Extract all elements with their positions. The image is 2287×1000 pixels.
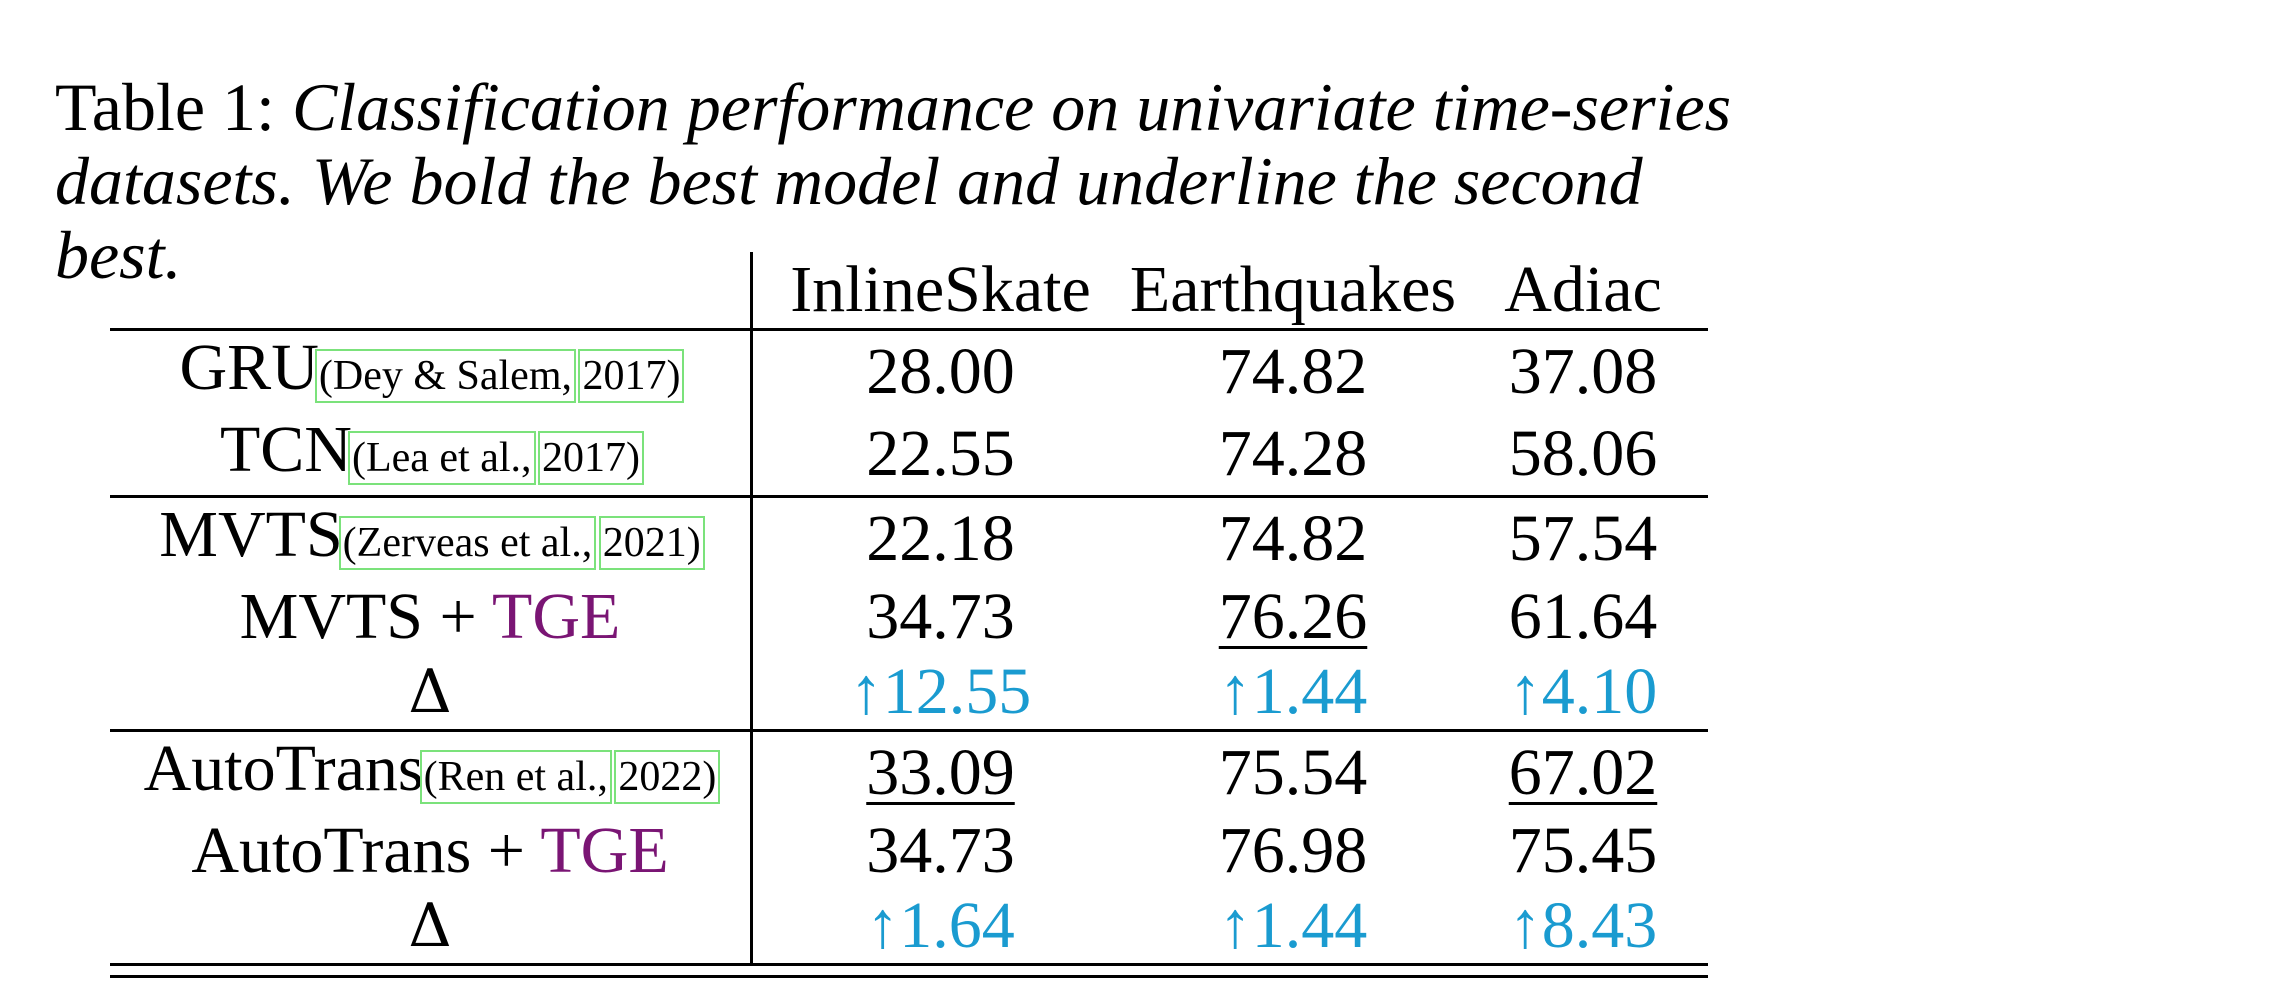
- table-row: AutoTrans(Ren et al., 2022) 33.09 75.54 …: [110, 729, 1708, 814]
- value-cell: 33.09: [751, 729, 1128, 814]
- model-name-cell: MVTS(Zerveas et al., 2021): [110, 495, 753, 580]
- delta-value-cell: ↑1.44: [1218, 654, 1368, 728]
- model-name: GRU: [179, 331, 319, 404]
- model-name-cell: TCN(Lea et al., 2017): [110, 413, 753, 497]
- model-name-cell: Δ: [110, 888, 753, 966]
- value-cell: 28.00: [751, 328, 1128, 413]
- table-caption: Table 1: Classification performance on u…: [55, 70, 1775, 292]
- model-name-cell: Δ: [110, 654, 753, 731]
- value-cell: 22.18: [751, 495, 1128, 580]
- table-bottom-rule: [110, 975, 1708, 978]
- delta-value-cell: ↑4.10: [1508, 654, 1658, 728]
- table-row: AutoTrans + TGE 34.73 76.98 75.45: [110, 814, 1708, 888]
- citation-authors-link[interactable]: (Zerveas et al.,: [338, 516, 597, 570]
- value-second-best: 76.26: [1218, 580, 1368, 653]
- value-cell-best: 34.73: [866, 580, 1015, 653]
- table-row: TCN(Lea et al., 2017) 22.55 74.28 58.06: [110, 413, 1708, 497]
- delta-symbol: Δ: [408, 891, 452, 961]
- tge-label: TGE: [492, 580, 621, 653]
- model-name: TCN: [219, 413, 352, 486]
- value-cell-best: 76.98: [1218, 814, 1368, 887]
- value-cell: 74.82: [1128, 495, 1458, 580]
- value-cell: 74.82: [1128, 328, 1458, 413]
- citation[interactable]: (Lea et al., 2017): [347, 431, 645, 485]
- citation-year-link[interactable]: 2021): [598, 516, 705, 570]
- table-row: MVTS + TGE 34.73 76.26 61.64: [110, 580, 1708, 654]
- model-name: AutoTrans: [143, 732, 424, 805]
- model-name-cell: GRU(Dey & Salem, 2017): [110, 328, 753, 413]
- caption-label: Table 1:: [55, 69, 275, 145]
- citation-year-link[interactable]: 2022): [614, 750, 721, 804]
- delta-value-cell: ↑1.44: [1128, 888, 1458, 966]
- header-row: InlineSkate Earthquakes Adiac: [110, 252, 1708, 330]
- column-header-adiac: Adiac: [1504, 253, 1662, 326]
- model-name: MVTS +: [239, 580, 493, 653]
- delta-symbol: Δ: [408, 657, 452, 727]
- value-cell: 22.55: [866, 417, 1015, 490]
- value-cell: 74.28: [1218, 417, 1368, 490]
- caption-text: Classification performance on univariate…: [55, 69, 1732, 293]
- value-cell: 57.54: [1458, 495, 1708, 580]
- column-header-inlineskate: InlineSkate: [790, 253, 1091, 326]
- model-name: AutoTrans +: [191, 814, 541, 887]
- model-name-cell: AutoTrans(Ren et al., 2022): [110, 729, 753, 814]
- delta-value-cell: ↑12.55: [849, 654, 1032, 728]
- citation[interactable]: (Dey & Salem, 2017): [314, 349, 685, 403]
- citation-authors-link[interactable]: (Ren et al.,: [419, 750, 612, 804]
- value-cell: 61.64: [1508, 580, 1658, 653]
- tge-label: TGE: [540, 814, 669, 887]
- value-cell: 37.08: [1458, 328, 1708, 413]
- value-cell-best: 34.73: [866, 814, 1015, 887]
- model-name: MVTS: [159, 498, 343, 571]
- citation-year-link[interactable]: 2017): [538, 431, 645, 485]
- delta-value-cell: ↑1.64: [751, 888, 1128, 966]
- value-cell: 58.06: [1508, 417, 1658, 490]
- model-name-cell: AutoTrans + TGE: [110, 814, 753, 888]
- results-table: InlineSkate Earthquakes Adiac GRU(Dey & …: [110, 252, 1708, 966]
- column-header-earthquakes: Earthquakes: [1129, 253, 1457, 326]
- corner-cell: [110, 252, 753, 330]
- table-row: Δ ↑12.55 ↑1.44 ↑4.10: [110, 654, 1708, 731]
- citation-authors-link[interactable]: (Dey & Salem,: [314, 349, 576, 403]
- table-row: MVTS(Zerveas et al., 2021) 22.18 74.82 5…: [110, 495, 1708, 580]
- model-name-cell: MVTS + TGE: [110, 580, 753, 654]
- table-row: Δ ↑1.64 ↑1.44 ↑8.43: [110, 888, 1708, 966]
- value-second-best: 67.02: [1508, 736, 1658, 809]
- table-row: GRU(Dey & Salem, 2017) 28.00 74.82 37.08: [110, 328, 1708, 413]
- value-cell: 67.02: [1458, 729, 1708, 814]
- value-cell: 75.54: [1128, 729, 1458, 814]
- delta-value-cell: ↑8.43: [1458, 888, 1708, 966]
- citation[interactable]: (Zerveas et al., 2021): [338, 516, 705, 570]
- citation[interactable]: (Ren et al., 2022): [419, 750, 721, 804]
- citation-authors-link[interactable]: (Lea et al.,: [347, 431, 536, 485]
- value-cell-best: 75.45: [1508, 814, 1658, 887]
- value-second-best: 33.09: [866, 736, 1015, 809]
- value-cell: 76.26: [1128, 580, 1458, 654]
- citation-year-link[interactable]: 2017): [578, 349, 685, 403]
